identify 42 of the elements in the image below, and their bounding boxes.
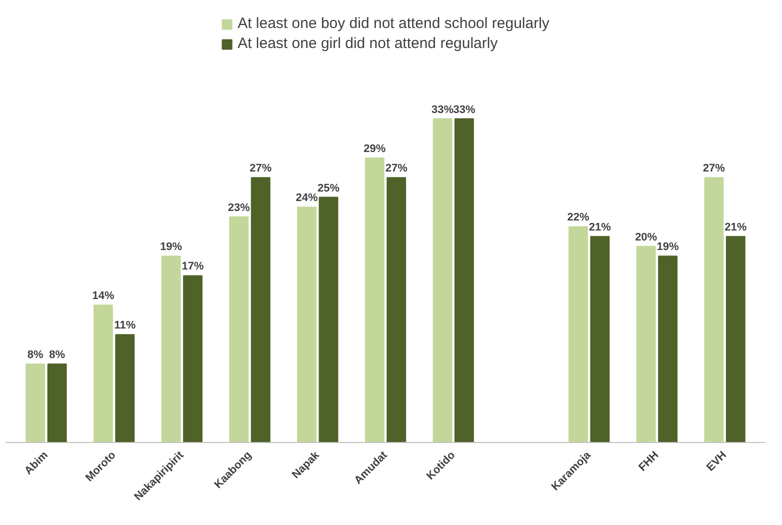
bar — [636, 246, 656, 442]
bar — [658, 256, 678, 442]
data-label: 11% — [114, 320, 136, 332]
bar — [297, 206, 317, 442]
data-label: 21% — [724, 222, 747, 234]
bar — [364, 158, 384, 442]
bar — [432, 118, 452, 442]
data-label: 33% — [453, 104, 476, 116]
data-label: 33% — [431, 104, 454, 116]
data-label: 17% — [182, 260, 204, 273]
data-label: 14% — [92, 290, 114, 302]
bar — [26, 364, 46, 442]
bar — [590, 236, 610, 442]
data-label: 19% — [160, 241, 182, 254]
bar — [704, 177, 724, 442]
data-label: 27% — [250, 162, 272, 175]
data-label: 23% — [228, 202, 250, 214]
bar — [183, 275, 203, 442]
data-label: 24% — [296, 192, 318, 204]
data-label: 27% — [385, 162, 408, 175]
data-label: 27% — [702, 162, 726, 175]
bar — [568, 226, 588, 442]
data-label: 8% — [27, 349, 44, 362]
data-label: 25% — [317, 182, 340, 194]
bar — [93, 304, 113, 442]
bar — [47, 364, 67, 442]
bar — [115, 334, 135, 442]
bar — [250, 177, 270, 442]
bar — [318, 196, 338, 442]
bar — [229, 216, 249, 442]
data-label: 8% — [49, 349, 66, 362]
data-label: 21% — [588, 222, 612, 234]
data-label: 29% — [364, 143, 386, 156]
legend-label: At least one boy did not attend school regularly — [238, 15, 550, 32]
data-label: 20% — [635, 231, 658, 244]
legend-label: At least one girl did not attend regularly — [238, 35, 498, 52]
bar — [726, 236, 746, 442]
bar — [386, 177, 406, 442]
bar — [454, 118, 474, 442]
bar — [161, 256, 181, 442]
data-label: 19% — [656, 241, 680, 254]
data-label: 22% — [567, 212, 590, 224]
